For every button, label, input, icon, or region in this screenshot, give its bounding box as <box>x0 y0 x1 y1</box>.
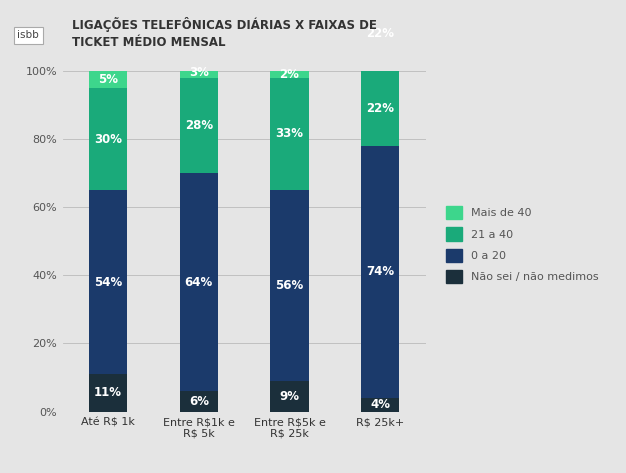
Bar <box>361 398 399 412</box>
Text: 30%: 30% <box>94 132 122 146</box>
Bar <box>180 391 218 412</box>
Text: 3%: 3% <box>189 66 208 79</box>
Text: 33%: 33% <box>275 127 304 140</box>
Bar <box>89 190 127 374</box>
Bar <box>89 88 127 190</box>
Text: 4%: 4% <box>371 398 390 411</box>
Bar <box>361 146 399 398</box>
Bar <box>89 71 127 88</box>
Bar <box>180 78 218 173</box>
Text: 6%: 6% <box>189 395 208 408</box>
Bar <box>180 173 218 391</box>
Text: 54%: 54% <box>94 276 122 289</box>
Text: LIGAÇÕES TELEFÔNICAS DIÁRIAS X FAIXAS DE
TICKET MÉDIO MENSAL: LIGAÇÕES TELEFÔNICAS DIÁRIAS X FAIXAS DE… <box>72 17 377 49</box>
Bar <box>361 0 399 71</box>
Text: 2%: 2% <box>280 68 299 81</box>
Text: 11%: 11% <box>94 386 122 399</box>
Text: 28%: 28% <box>185 119 213 132</box>
Bar <box>270 190 309 381</box>
Text: 5%: 5% <box>98 73 118 86</box>
Legend: Mais de 40, 21 a 40, 0 a 20, Não sei / não medimos: Mais de 40, 21 a 40, 0 a 20, Não sei / n… <box>446 206 599 283</box>
Bar <box>361 71 399 146</box>
Text: 22%: 22% <box>366 102 394 115</box>
Bar <box>180 68 218 78</box>
Bar <box>89 374 127 412</box>
Text: 64%: 64% <box>185 276 213 289</box>
Bar <box>270 71 309 78</box>
Text: 74%: 74% <box>366 265 394 279</box>
Bar <box>270 381 309 412</box>
Text: 56%: 56% <box>275 279 304 292</box>
Text: isbb: isbb <box>18 30 39 41</box>
Text: 22%: 22% <box>366 27 394 40</box>
Bar <box>270 78 309 190</box>
Text: 9%: 9% <box>280 390 299 403</box>
